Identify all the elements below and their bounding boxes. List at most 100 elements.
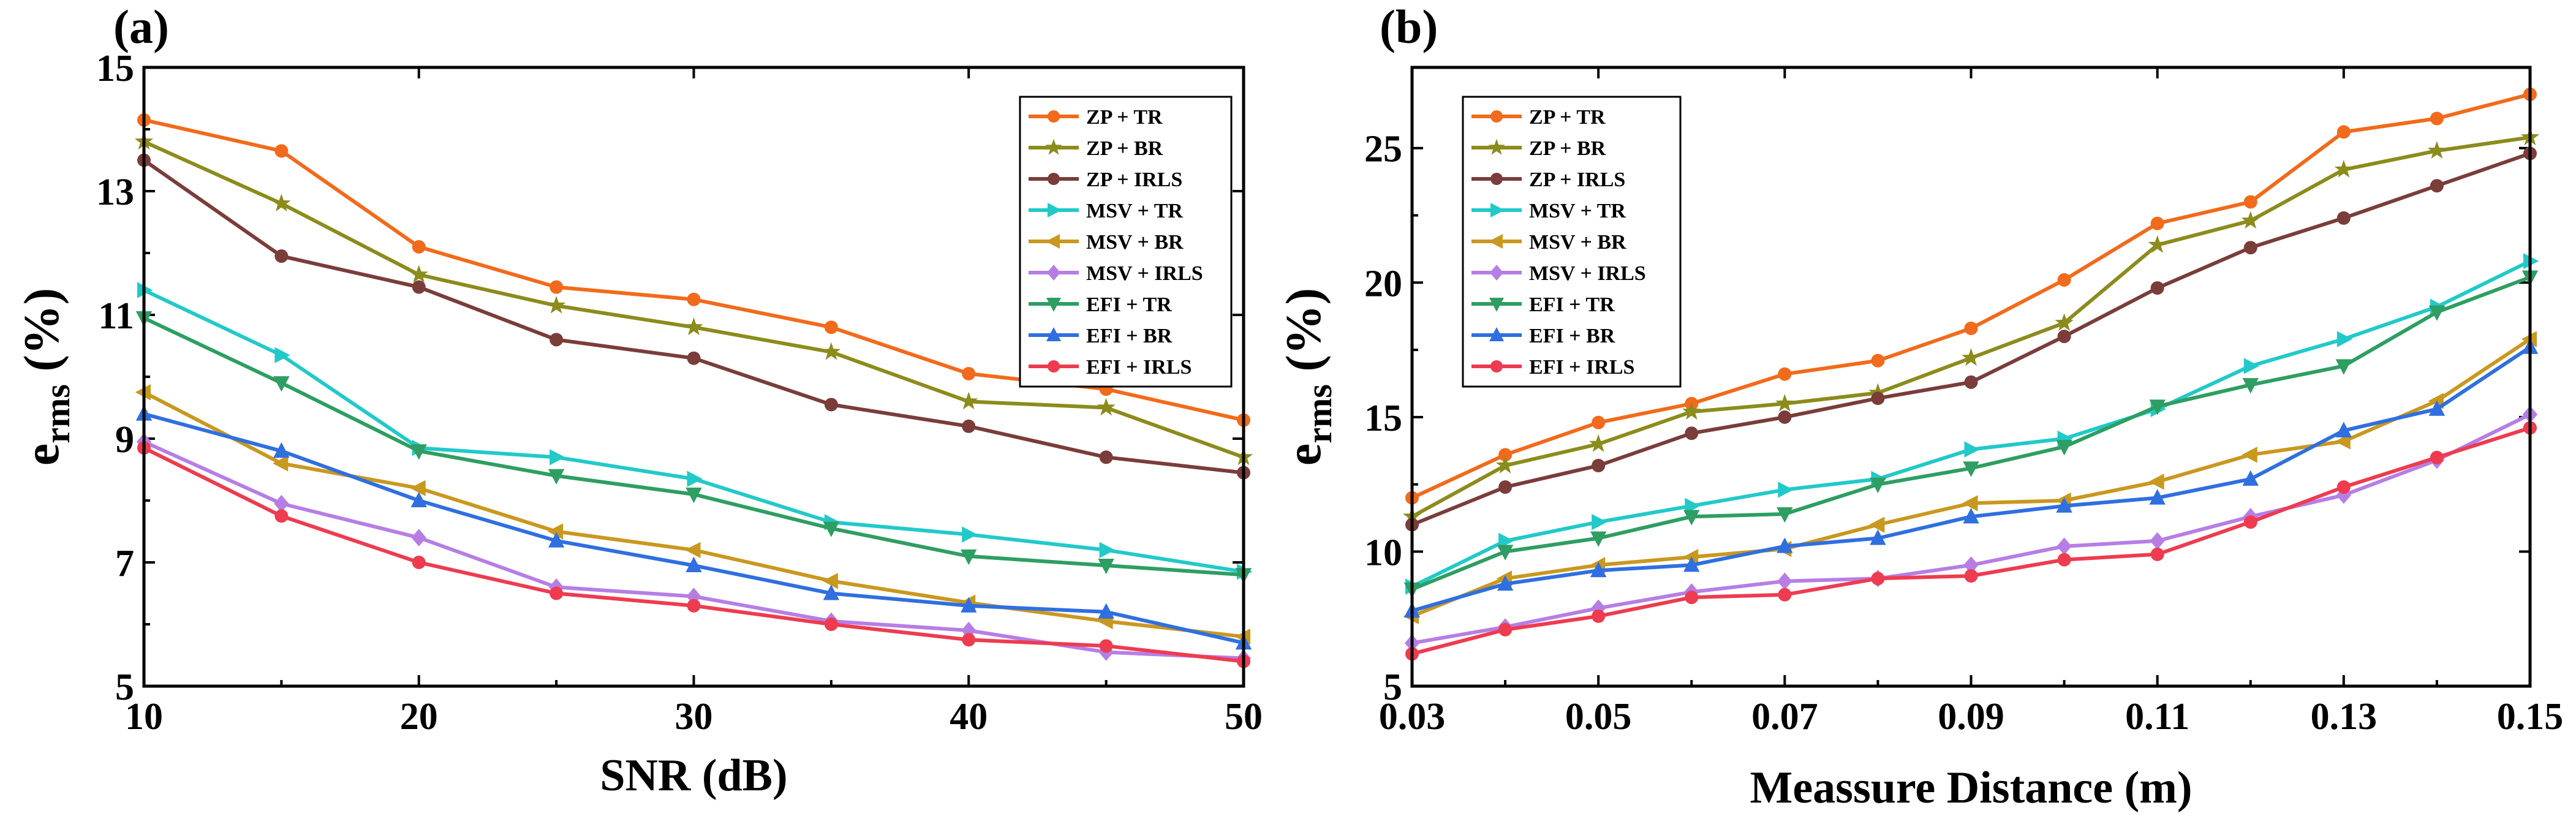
data-point xyxy=(410,480,426,496)
data-point xyxy=(2243,241,2257,255)
data-point xyxy=(1777,507,1793,523)
y-axis-label-main: e xyxy=(13,444,69,466)
y-axis-label-main: e xyxy=(1275,444,1331,466)
data-point xyxy=(685,542,701,558)
legend-label: MSV + IRLS xyxy=(1529,262,1646,285)
legend-entry: EFI + TR xyxy=(1029,293,1172,316)
y-axis-label-unit: (%) xyxy=(13,288,69,384)
legend-entry: ZP + IRLS xyxy=(1471,168,1625,191)
plot-frame xyxy=(1410,66,2532,688)
legend-label: ZP + IRLS xyxy=(1086,168,1182,191)
data-point xyxy=(550,280,564,294)
data-point xyxy=(1963,556,1979,574)
data-point xyxy=(2243,358,2260,374)
x-tick-label: 0.05 xyxy=(1565,696,1632,738)
panel-label: (a) xyxy=(113,0,169,53)
panel-label: (b) xyxy=(1380,0,1438,53)
legend-marker xyxy=(1046,327,1061,341)
data-point xyxy=(961,621,976,640)
data-point xyxy=(2150,281,2164,295)
y-tick-label: 5 xyxy=(115,667,134,708)
y-tick-label: 11 xyxy=(98,295,134,337)
legend-marker xyxy=(1488,138,1505,155)
data-point xyxy=(2056,497,2072,513)
legend-label: EFI + BR xyxy=(1529,325,1615,347)
data-point xyxy=(2055,313,2074,331)
data-point xyxy=(1870,529,1886,545)
y-tick-label: 13 xyxy=(96,172,134,213)
data-point xyxy=(1099,639,1113,653)
data-point xyxy=(1777,537,1793,553)
data-point xyxy=(273,442,290,458)
legend-marker xyxy=(1490,203,1505,217)
legend-marker xyxy=(1489,234,1503,249)
legend-marker xyxy=(1489,298,1504,312)
legend-label: ZP + IRLS xyxy=(1529,168,1625,191)
data-point xyxy=(687,292,701,306)
data-point xyxy=(274,494,289,513)
legend-entry: EFI + BR xyxy=(1029,325,1173,347)
x-tick-label: 0.03 xyxy=(1379,696,1446,738)
data-point xyxy=(273,376,290,392)
y-axis-label-sub: rms xyxy=(1299,384,1339,444)
data-point xyxy=(274,347,290,363)
legend-marker xyxy=(1490,110,1503,123)
data-point xyxy=(1964,321,1978,335)
legend-marker xyxy=(1490,360,1503,372)
data-point xyxy=(686,588,701,605)
data-point xyxy=(961,549,977,565)
x-tick-label: 0.15 xyxy=(2497,696,2564,738)
data-point xyxy=(410,444,427,460)
y-tick-label: 25 xyxy=(1364,129,1402,170)
series-efi-tr xyxy=(1403,270,2539,599)
data-point xyxy=(274,509,289,523)
series-efi-br xyxy=(135,405,1252,650)
data-point xyxy=(1683,556,1700,572)
data-point xyxy=(2428,305,2446,321)
x-tick-label: 10 xyxy=(125,696,163,738)
data-point xyxy=(2057,553,2071,567)
data-point xyxy=(273,455,289,472)
data-point xyxy=(2150,547,2164,561)
legend-marker xyxy=(1490,173,1503,185)
legend-label: ZP + TR xyxy=(1086,106,1163,129)
legend-entry: MSV + TR xyxy=(1471,200,1626,222)
data-point xyxy=(962,526,978,543)
y-tick-label: 10 xyxy=(1364,532,1402,573)
legend-marker xyxy=(1048,360,1060,372)
data-point xyxy=(1963,461,1979,477)
x-axis-label: Meassure Distance (m) xyxy=(1750,763,2192,813)
data-point xyxy=(1777,572,1792,591)
data-point xyxy=(1871,391,1885,406)
data-point xyxy=(687,599,701,613)
data-point xyxy=(1498,448,1513,462)
y-tick-label: 15 xyxy=(1364,398,1402,439)
legend-entry: MSV + BR xyxy=(1471,231,1626,254)
data-point xyxy=(1871,572,1885,586)
legend-label: MSV + BR xyxy=(1086,231,1184,254)
data-point xyxy=(1964,569,1978,583)
data-point xyxy=(409,265,428,283)
x-tick-label: 0.09 xyxy=(1938,696,2004,738)
legend-marker xyxy=(1048,203,1062,217)
plot-frame xyxy=(142,66,1245,688)
data-point xyxy=(412,556,426,569)
chart-panel-2: (b) 0.03 0.05 0.07 0.09 0.11 0.13 0.15 5 10 15 20 25… xyxy=(1275,0,2563,813)
data-point xyxy=(1685,591,1699,605)
data-point xyxy=(2334,159,2353,178)
series-msv-br xyxy=(135,384,1250,645)
y-tick-label: 15 xyxy=(96,48,134,89)
data-point xyxy=(1098,559,1114,575)
legend-label: MSV + TR xyxy=(1529,200,1626,222)
data-point xyxy=(1869,516,1885,533)
data-point xyxy=(2336,125,2351,139)
data-point xyxy=(684,317,703,336)
y-axis-label-unit: (%) xyxy=(1275,288,1331,384)
data-point xyxy=(272,194,291,212)
data-point xyxy=(686,556,702,573)
data-point xyxy=(2243,195,2257,209)
legend-label: ZP + BR xyxy=(1529,137,1606,160)
data-point xyxy=(2057,330,2071,344)
legend-label: ZP + BR xyxy=(1086,137,1163,160)
series-zp-tr xyxy=(1405,87,2537,505)
